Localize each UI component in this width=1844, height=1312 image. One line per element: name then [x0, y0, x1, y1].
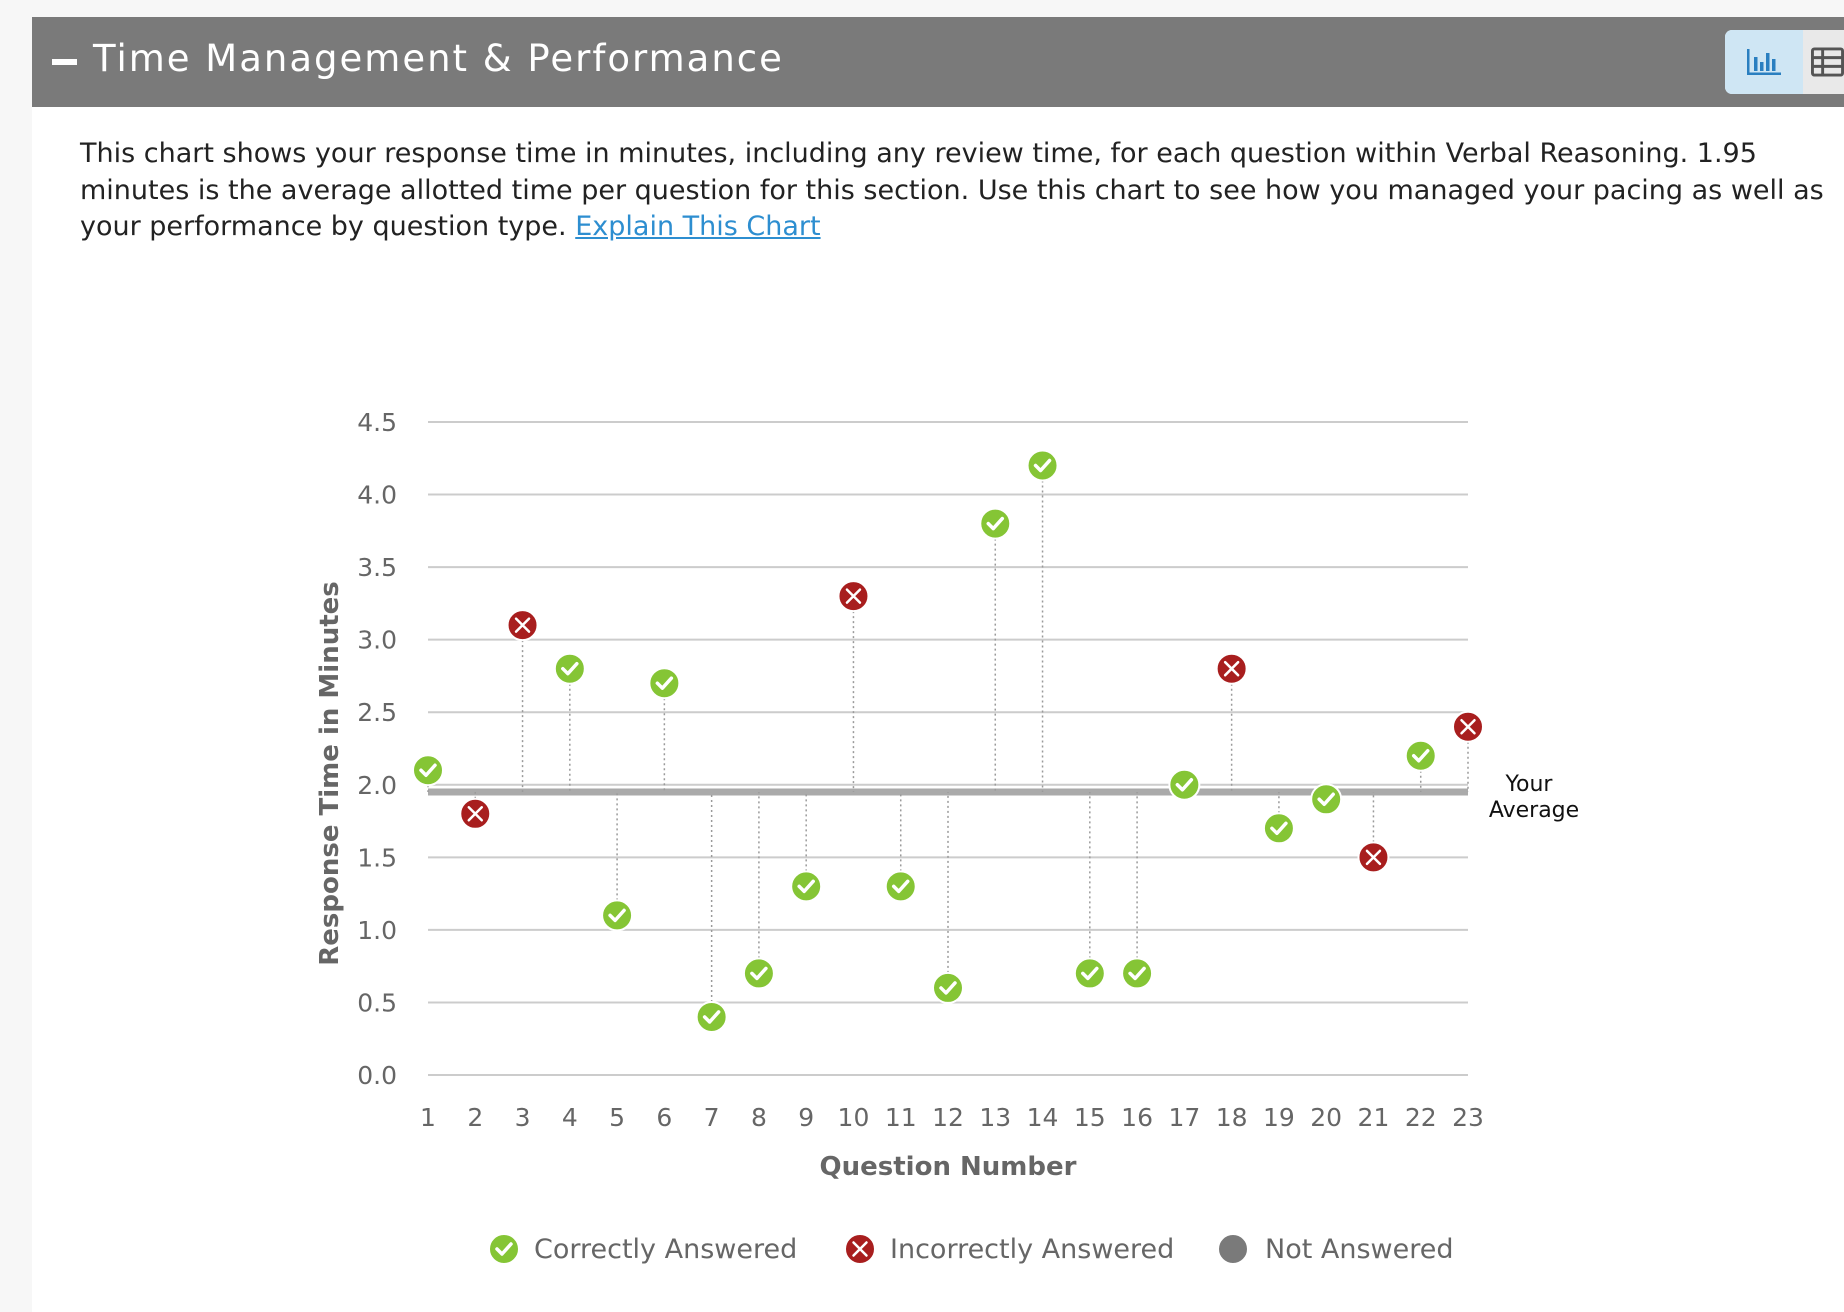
- correct-answer-point[interactable]: [553, 652, 586, 685]
- x-tick-label: 1: [420, 1103, 436, 1132]
- x-icon: [467, 806, 484, 822]
- check-icon: [561, 661, 579, 676]
- x-tick-label: 21: [1358, 1103, 1390, 1132]
- x-icon: [852, 1241, 868, 1257]
- check-icon: [891, 879, 910, 894]
- explain-chart-link[interactable]: Explain This Chart: [575, 211, 821, 242]
- y-tick-label: 0.0: [357, 1061, 397, 1090]
- bar-chart-icon: [1747, 49, 1781, 75]
- correct-answer-point[interactable]: [979, 507, 1012, 540]
- check-icon: [1128, 966, 1146, 981]
- y-tick-label: 4.0: [357, 481, 397, 510]
- y-axis-title: Response Time in Minutes: [315, 581, 345, 966]
- y-tick-label: 3.5: [357, 553, 397, 582]
- description-text: This chart shows your response time in m…: [80, 138, 1824, 242]
- check-icon: [797, 879, 815, 894]
- table-grid-icon: [1811, 47, 1844, 77]
- x-icon: [845, 588, 862, 604]
- check-icon: [986, 516, 1005, 531]
- y-tick-label: 4.5: [357, 408, 397, 437]
- x-tick-label: 3: [515, 1103, 531, 1132]
- y-tick-label: 2.5: [357, 698, 397, 727]
- y-tick-label: 1.5: [357, 843, 397, 872]
- correct-answer-point[interactable]: [932, 971, 964, 1004]
- x-tick-label: 20: [1310, 1103, 1342, 1132]
- check-icon: [939, 981, 957, 995]
- check-icon: [495, 1242, 513, 1256]
- correct-answer-point[interactable]: [1168, 768, 1201, 801]
- x-icon: [514, 617, 531, 633]
- average-label: Your: [1505, 772, 1554, 797]
- check-icon: [655, 676, 674, 690]
- correct-answer-point[interactable]: [790, 870, 823, 903]
- x-tick-label: 18: [1216, 1103, 1248, 1132]
- y-tick-label: 0.5: [357, 988, 397, 1017]
- table-view-button[interactable]: [1803, 30, 1844, 94]
- correct-answer-point[interactable]: [1310, 783, 1343, 816]
- y-tick-label: 2.0: [357, 771, 397, 800]
- y-tick-label: 1.0: [357, 916, 397, 945]
- x-tick-label: 11: [885, 1103, 917, 1132]
- panel-title: Time Management & Performance: [93, 37, 784, 80]
- check-icon: [1317, 792, 1335, 807]
- x-tick-label: 13: [979, 1103, 1011, 1132]
- x-tick-label: 22: [1405, 1103, 1437, 1132]
- correct-answer-point[interactable]: [1404, 739, 1437, 772]
- x-tick-label: 7: [704, 1103, 720, 1132]
- legend-marker-unanswered: [1217, 1233, 1249, 1265]
- x-tick-label: 10: [838, 1103, 870, 1132]
- correct-answer-point[interactable]: [648, 667, 681, 700]
- correct-answer-point[interactable]: [695, 1000, 728, 1033]
- x-tick-label: 4: [562, 1103, 578, 1132]
- check-icon: [750, 966, 768, 981]
- legend-label: Incorrectly Answered: [890, 1234, 1174, 1265]
- x-tick-label: 14: [1027, 1103, 1059, 1132]
- y-tick-label: 3.0: [357, 626, 397, 655]
- check-icon: [1033, 458, 1052, 473]
- check-icon: [1081, 966, 1099, 981]
- view-toggle: [1725, 30, 1844, 94]
- x-tick-label: 16: [1121, 1103, 1153, 1132]
- correct-answer-point[interactable]: [1121, 957, 1154, 990]
- x-tick-label: 6: [656, 1103, 672, 1132]
- x-tick-label: 17: [1168, 1103, 1200, 1132]
- chart-description: This chart shows your response time in m…: [80, 136, 1844, 246]
- x-icon: [1223, 660, 1240, 677]
- legend-marker-correct: [488, 1233, 520, 1265]
- legend-label: Correctly Answered: [534, 1234, 797, 1265]
- chart-view-button[interactable]: [1725, 30, 1803, 94]
- x-tick-label: 5: [609, 1103, 625, 1132]
- correct-answer-point[interactable]: [1026, 449, 1059, 482]
- x-icon: [1460, 718, 1476, 735]
- x-axis-title: Question Number: [820, 1152, 1077, 1182]
- check-icon: [608, 908, 626, 923]
- correct-answer-point[interactable]: [412, 754, 444, 787]
- correct-answer-point[interactable]: [884, 870, 917, 903]
- check-icon: [1411, 749, 1430, 763]
- x-tick-label: 2: [467, 1103, 483, 1132]
- average-label: Average: [1489, 798, 1579, 823]
- check-icon: [419, 763, 437, 778]
- x-tick-label: 12: [932, 1103, 964, 1132]
- x-icon: [1365, 849, 1382, 866]
- x-tick-label: 8: [751, 1103, 767, 1132]
- panel-header: Time Management & Performance: [32, 17, 1844, 107]
- correct-answer-point[interactable]: [1073, 957, 1106, 990]
- correct-answer-point[interactable]: [742, 957, 775, 990]
- correct-answer-point[interactable]: [1262, 812, 1295, 845]
- legend-label: Not Answered: [1265, 1234, 1454, 1265]
- x-tick-label: 23: [1452, 1103, 1484, 1132]
- x-tick-label: 15: [1074, 1103, 1106, 1132]
- check-icon: [1270, 821, 1288, 836]
- minus-icon[interactable]: [52, 59, 77, 65]
- performance-panel: Time Management & Performance: [32, 17, 1844, 1312]
- x-tick-label: 9: [798, 1103, 814, 1132]
- correct-answer-point[interactable]: [601, 899, 634, 932]
- x-tick-label: 19: [1263, 1103, 1295, 1132]
- check-icon: [702, 1010, 721, 1024]
- check-icon: [1175, 778, 1194, 792]
